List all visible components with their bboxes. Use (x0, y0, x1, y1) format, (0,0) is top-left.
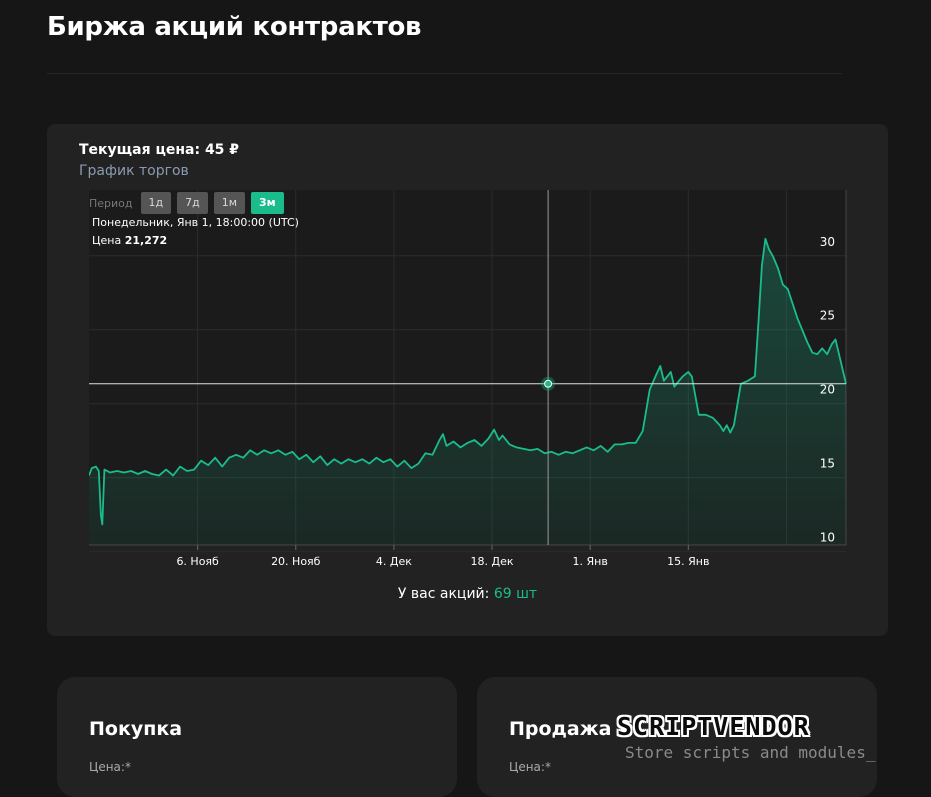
holdings-count: 69 (493, 586, 512, 602)
sell-panel-title: Продажа (509, 718, 612, 740)
tooltip-date: Понедельник, Янв 1, 18:00:00 (UTC) (92, 216, 299, 229)
sell-price-label: Цена:* (509, 760, 551, 774)
price-series-line (89, 237, 847, 526)
chart-subtitle: График торгов (79, 163, 189, 179)
buy-price-label: Цена:* (89, 760, 131, 774)
buy-panel-title: Покупка (89, 718, 183, 740)
y-tick-label-2: 20 (820, 383, 835, 397)
holdings-info: У вас акций: 69 шт (47, 586, 888, 602)
page-title: Биржа акций контрактов (47, 12, 422, 42)
tooltip-price: Цена 21,272 (92, 234, 167, 247)
chart-card: Текущая цена: 45 ₽ График торгов 10 15 20 2… (47, 124, 888, 636)
buy-panel: Покупка Цена:* (57, 677, 457, 797)
tooltip-price-label: Цена (92, 234, 122, 247)
y-tick-label-1: 15 (820, 457, 835, 471)
price-area (89, 238, 846, 546)
x-tick-label-2: 4. Дек (376, 555, 412, 568)
holdings-unit: шт (516, 586, 538, 602)
current-price: Текущая цена: 45 ₽ (79, 142, 239, 158)
current-price-label: Текущая цена: (79, 142, 201, 158)
scriptvendor-watermark: SCRIPTVENDOR Store scripts and modules_ (617, 712, 919, 770)
y-tick-label-0: 10 (820, 531, 835, 545)
period-selector: Период 1д 7д 1м 3м (89, 192, 284, 214)
period-7d-button[interactable]: 7д (177, 192, 208, 214)
tooltip-price-value: 21,272 (124, 234, 168, 247)
x-tick-label-0: 6. Нояб (176, 555, 219, 568)
price-chart[interactable]: 10 15 20 25 30 6. Нояб 20. Нояб 4. Дек 18. Дек 1.… (89, 190, 849, 610)
y-tick-label-3: 25 (820, 309, 835, 323)
x-tick-label-4: 1. Янв (573, 555, 608, 568)
watermark-logo: SCRIPTVENDOR (617, 712, 810, 741)
x-tick-label-5: 15. Янв (667, 555, 709, 568)
period-label: Период (89, 196, 133, 210)
period-1m-button[interactable]: 1м (213, 192, 246, 214)
y-tick-label-4: 30 (820, 235, 835, 249)
period-3m-button[interactable]: 3м (251, 192, 284, 214)
current-price-value: 45 ₽ (204, 142, 240, 158)
crosshair-point (544, 379, 553, 388)
watermark-tagline: Store scripts and modules_ (625, 743, 876, 762)
holdings-label: У вас акций: (397, 586, 490, 602)
x-tick-label-1: 20. Нояб (271, 555, 321, 568)
x-tick-label-3: 18. Дек (471, 555, 514, 568)
period-1d-button[interactable]: 1д (140, 192, 172, 214)
header-divider (47, 73, 842, 74)
